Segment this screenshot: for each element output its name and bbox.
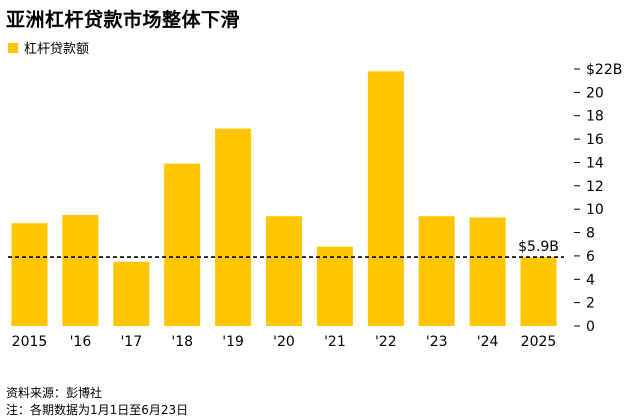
y-tick-label: 12 bbox=[586, 179, 604, 195]
x-tick-label: '16 bbox=[70, 334, 92, 350]
bar bbox=[316, 246, 353, 326]
source-note: 资料来源：彭博社 bbox=[6, 386, 103, 400]
chart-title: 亚洲杠杆贷款市场整体下滑 bbox=[6, 9, 241, 31]
x-tick-label: '22 bbox=[375, 334, 397, 350]
x-tick-label: '18 bbox=[171, 334, 193, 350]
legend-label: 杠杆贷款额 bbox=[24, 42, 90, 57]
bar bbox=[469, 217, 506, 326]
y-tick-label: 14 bbox=[586, 156, 604, 172]
y-tick-label: 6 bbox=[586, 249, 595, 265]
x-tick-label: 2025 bbox=[521, 334, 557, 350]
x-tick-label: 2015 bbox=[12, 334, 48, 350]
x-tick-label: '24 bbox=[477, 334, 499, 350]
legend: 杠杆贷款额 bbox=[8, 38, 89, 57]
bar bbox=[266, 216, 302, 326]
y-tick-label: 4 bbox=[586, 272, 595, 288]
x-tick-label: '19 bbox=[222, 334, 244, 350]
footnote: 注：各期数据为1月1日至6月23日 bbox=[6, 403, 189, 417]
x-tick-label: '17 bbox=[120, 334, 142, 350]
y-tick-label: 2 bbox=[586, 296, 595, 312]
y-tick-label: 18 bbox=[586, 109, 604, 125]
y-tick-label: 16 bbox=[586, 132, 604, 148]
legend-swatch bbox=[8, 42, 18, 53]
reference-line-label: $5.9B bbox=[518, 239, 559, 255]
y-tick-label: $22B bbox=[586, 62, 622, 78]
bar bbox=[520, 257, 557, 326]
bar bbox=[164, 163, 201, 326]
y-tick-label: 20 bbox=[586, 85, 604, 101]
y-tick-label: 0 bbox=[586, 319, 595, 335]
bar bbox=[11, 223, 48, 326]
bar bbox=[418, 216, 455, 326]
y-tick-label: 10 bbox=[586, 202, 604, 218]
x-tick-label: '20 bbox=[273, 334, 295, 350]
y-tick-label: 8 bbox=[586, 226, 595, 242]
bar bbox=[215, 128, 252, 326]
x-tick-label: '23 bbox=[426, 334, 448, 350]
x-tick-label: '21 bbox=[324, 334, 346, 350]
bar bbox=[367, 71, 404, 326]
bar bbox=[62, 215, 99, 326]
bar bbox=[113, 261, 150, 327]
